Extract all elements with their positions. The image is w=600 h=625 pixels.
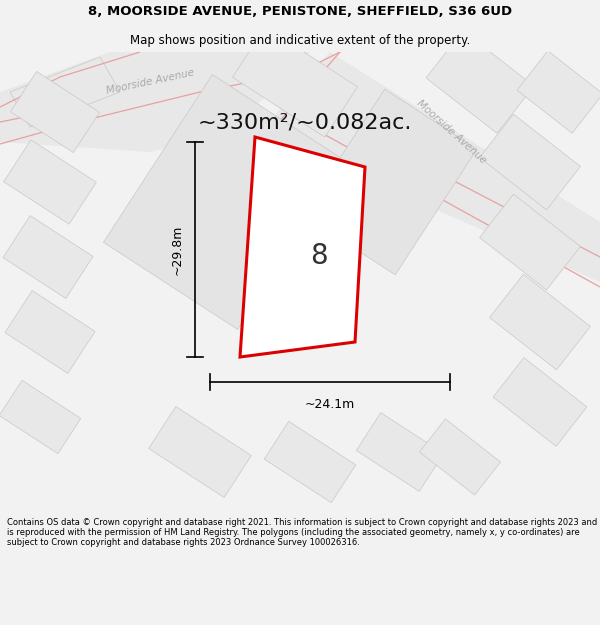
Polygon shape — [490, 274, 590, 370]
Polygon shape — [5, 291, 95, 373]
Polygon shape — [4, 140, 97, 224]
Text: 8, MOORSIDE AVENUE, PENISTONE, SHEFFIELD, S36 6UD: 8, MOORSIDE AVENUE, PENISTONE, SHEFFIELD… — [88, 5, 512, 18]
Polygon shape — [3, 216, 93, 298]
Polygon shape — [0, 52, 310, 152]
Polygon shape — [479, 194, 580, 290]
Text: ~330m²/~0.082ac.: ~330m²/~0.082ac. — [198, 112, 412, 132]
Polygon shape — [419, 419, 500, 495]
Text: ~24.1m: ~24.1m — [305, 398, 355, 411]
Polygon shape — [0, 381, 81, 454]
Polygon shape — [233, 27, 358, 137]
Text: Map shows position and indicative extent of the property.: Map shows position and indicative extent… — [130, 34, 470, 47]
Polygon shape — [426, 31, 534, 133]
Polygon shape — [240, 137, 365, 357]
Text: 8: 8 — [310, 242, 328, 270]
Polygon shape — [479, 114, 580, 210]
Polygon shape — [10, 71, 100, 152]
Polygon shape — [303, 89, 477, 275]
Polygon shape — [493, 357, 587, 446]
Text: Contains OS data © Crown copyright and database right 2021. This information is : Contains OS data © Crown copyright and d… — [7, 518, 598, 548]
Polygon shape — [264, 421, 356, 502]
Text: ~29.8m: ~29.8m — [170, 224, 184, 275]
Polygon shape — [260, 52, 600, 282]
Text: Moorside Avenue: Moorside Avenue — [105, 68, 195, 96]
Polygon shape — [103, 74, 347, 329]
Text: Moorside Avenue: Moorside Avenue — [415, 98, 488, 166]
Polygon shape — [149, 406, 251, 498]
Polygon shape — [10, 57, 120, 127]
Polygon shape — [356, 412, 444, 491]
Polygon shape — [517, 51, 600, 133]
